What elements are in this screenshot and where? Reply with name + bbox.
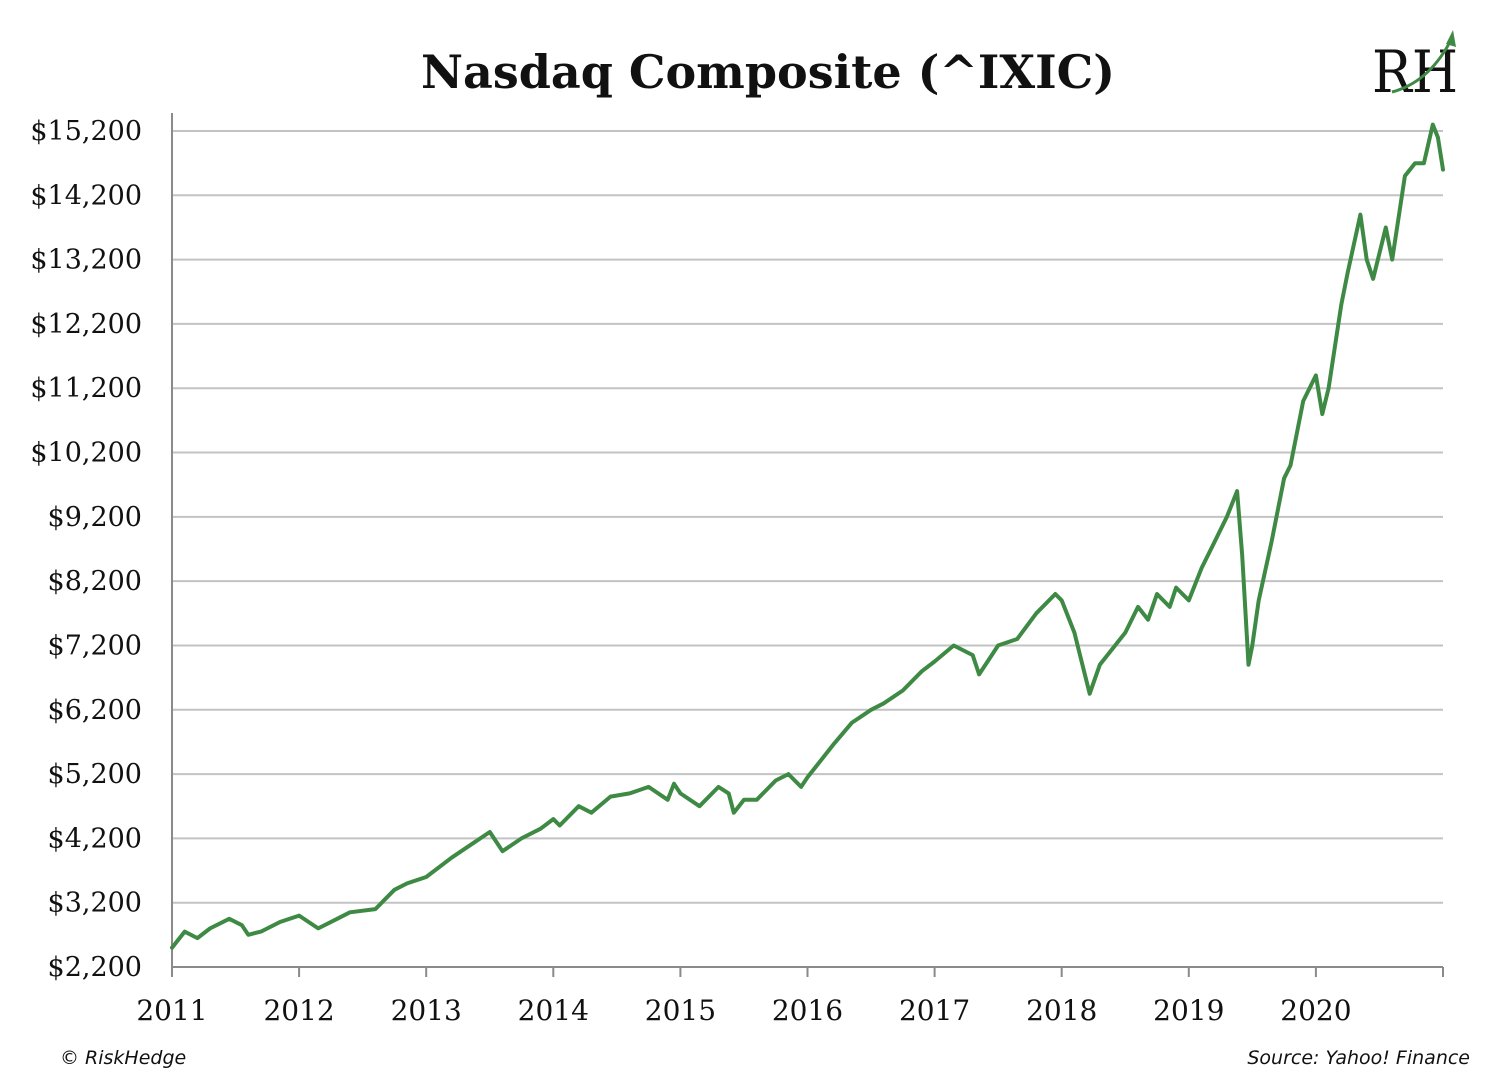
gridlines — [172, 130, 1443, 904]
y-tick-label: $7,200 — [48, 630, 142, 661]
y-tick-label: $5,200 — [48, 759, 142, 790]
y-tick-label: $9,200 — [48, 502, 142, 533]
logo-swoosh — [1391, 37, 1454, 94]
x-tick-label: 2019 — [1153, 994, 1224, 1027]
x-tick-label: 2020 — [1280, 994, 1351, 1027]
copyright-note: © RiskHedge — [60, 1047, 186, 1069]
y-tick-label: $2,200 — [48, 952, 142, 983]
x-tick-label: 2013 — [391, 994, 462, 1027]
x-tick-label: 2011 — [136, 994, 207, 1027]
source-note: Source: Yahoo! Finance — [1247, 1047, 1470, 1069]
logo-arrowhead — [1446, 30, 1456, 47]
x-tick-label: 2014 — [518, 994, 589, 1027]
x-tick-label: 2015 — [645, 994, 716, 1027]
x-tick-label: 2018 — [1026, 994, 1097, 1027]
series-line — [170, 122, 1445, 950]
y-tick-label: $11,200 — [30, 373, 142, 404]
y-tick-label: $12,200 — [30, 309, 142, 340]
series-layer — [170, 122, 1445, 950]
logo: RH — [1372, 30, 1458, 106]
y-tick-label: $4,200 — [48, 823, 142, 854]
chart-title: Nasdaq Composite (^IXIC) — [421, 45, 1115, 99]
y-tick-label: $13,200 — [30, 245, 142, 276]
y-tick-label: $14,200 — [30, 180, 142, 211]
axes — [171, 113, 1444, 977]
y-tick-labels: $2,200 $3,200 $4,200 $5,200 $6,200 $7,200 $8,2… — [30, 116, 142, 983]
logo-text: RH — [1372, 38, 1458, 106]
x-tick-label: 2012 — [263, 994, 334, 1027]
x-tick-label: 2016 — [772, 994, 843, 1027]
x-tick-label: 2017 — [899, 994, 970, 1027]
y-tick-label: $15,200 — [30, 116, 142, 147]
y-tick-label: $10,200 — [30, 438, 142, 469]
y-tick-label: $8,200 — [48, 566, 142, 597]
y-tick-label: $6,200 — [48, 695, 142, 726]
y-tick-label: $3,200 — [48, 888, 142, 919]
x-tick-labels: 2011 2012 2013 2014 2015 2016 2017 2018 2019 2020 — [136, 994, 1351, 1027]
